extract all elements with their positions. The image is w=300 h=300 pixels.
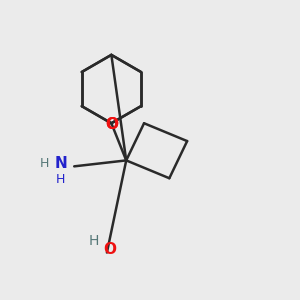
Text: H: H — [56, 173, 65, 186]
Text: H: H — [88, 234, 99, 248]
Text: O: O — [103, 242, 116, 257]
Text: N: N — [55, 156, 67, 171]
Text: O: O — [105, 117, 118, 132]
Text: O: O — [105, 117, 118, 132]
Text: H: H — [40, 157, 49, 170]
